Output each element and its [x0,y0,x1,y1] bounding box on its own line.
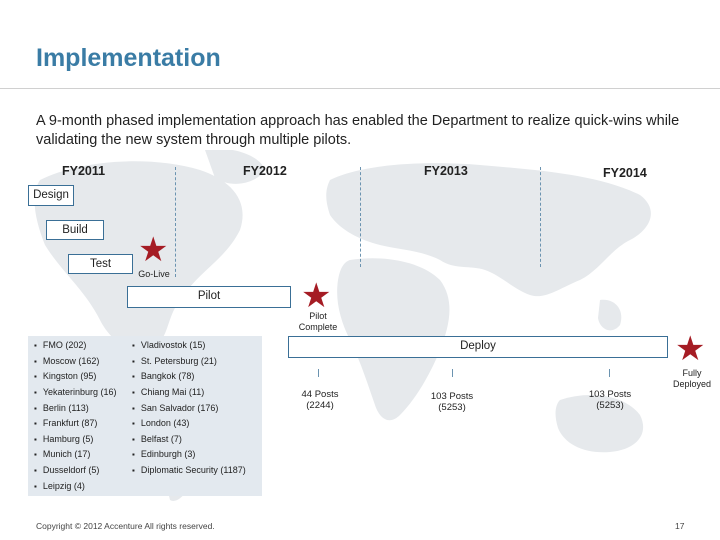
phase-pilot: Pilot [127,286,291,308]
pilot-sites-panel: FMO (202) Moscow (162) Kingston (95) Yek… [28,336,262,496]
pilot-complete-line1: Pilot [309,311,327,321]
deploy-wave-label: 44 Posts (2244) [290,389,350,411]
go-live-label: Go-Live [138,269,170,279]
list-item: Belfast (7) [132,434,182,444]
list-item: Berlin (113) [34,403,89,413]
timeline-divider [360,167,361,267]
list-item: FMO (202) [34,340,87,350]
fy-label: FY2011 [62,164,106,178]
deploy-wave-posts: 44 Posts [301,389,339,400]
phase-build: Build [46,220,104,240]
list-item: Vladivostok (15) [132,340,206,350]
list-item: Frankfurt (87) [34,418,98,428]
star-icon: ★ [675,330,706,368]
list-item: San Salvador (176) [132,403,219,413]
list-item: Kingston (95) [34,371,97,381]
deploy-wave-tick [452,369,453,377]
copyright-footer: Copyright © 2012 Accenture All rights re… [36,521,215,531]
pilot-complete-line2: Complete [298,322,338,332]
list-item: Dusseldorf (5) [34,465,100,475]
list-item: St. Petersburg (21) [132,356,217,366]
deploy-wave-count: (5253) [438,402,466,413]
deploy-wave-posts: 103 Posts [430,391,474,402]
star-icon: ★ [138,231,169,269]
star-icon: ★ [301,277,332,315]
fy-label: FY2013 [424,164,468,178]
deploy-wave-label: 103 Posts (5253) [578,389,642,411]
phase-design: Design [28,185,74,206]
deploy-wave-tick [318,369,319,377]
list-item: Leipzig (4) [34,481,85,491]
list-item: Edinburgh (3) [132,449,196,459]
page-number: 17 [675,521,685,531]
title-divider [0,88,720,89]
timeline-divider [540,167,541,267]
deploy-wave-count: (2244) [306,400,334,411]
deploy-wave-posts: 103 Posts [588,389,632,400]
list-item: Diplomatic Security (1187) [132,465,246,475]
list-item: Yekaterinburg (16) [34,387,117,397]
fully-deployed-line1: Fully [682,368,702,378]
fy-label: FY2012 [243,164,287,178]
fy-label: FY2014 [603,166,647,180]
pilot-complete-label: Pilot Complete [293,311,343,333]
page-title: Implementation [36,44,221,72]
list-item: Bangkok (78) [132,371,195,381]
phase-deploy: Deploy [288,336,668,358]
intro-text: A 9-month phased implementation approach… [36,113,680,148]
list-item: Munich (17) [34,449,91,459]
deploy-wave-tick [609,369,610,377]
list-item: Hamburg (5) [34,434,94,444]
list-item: Chiang Mai (11) [132,387,204,397]
fully-deployed-line2: Deployed [672,379,712,389]
fully-deployed-label: Fully Deployed [666,368,718,390]
phase-test: Test [68,254,133,274]
list-item: Moscow (162) [34,356,100,366]
deploy-wave-count: (5253) [596,400,624,411]
list-item: London (43) [132,418,190,428]
deploy-wave-label: 103 Posts (5253) [420,391,484,413]
timeline-divider [175,167,176,277]
